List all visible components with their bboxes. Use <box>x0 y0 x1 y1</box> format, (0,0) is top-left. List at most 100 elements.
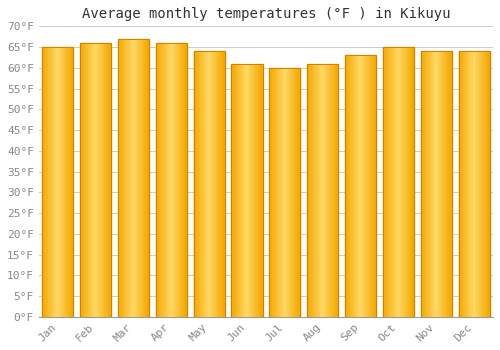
Bar <box>488 51 489 317</box>
Bar <box>437 51 438 317</box>
Bar <box>209 51 210 317</box>
Bar <box>180 43 182 317</box>
Bar <box>476 51 477 317</box>
Bar <box>474 51 475 317</box>
Bar <box>168 43 169 317</box>
Bar <box>436 51 437 317</box>
Bar <box>345 55 346 317</box>
Bar <box>84 43 86 317</box>
Bar <box>206 51 207 317</box>
Bar <box>258 64 260 317</box>
Bar <box>400 47 402 317</box>
Bar <box>196 51 198 317</box>
Bar <box>295 68 296 317</box>
Bar <box>462 51 464 317</box>
Bar <box>120 39 121 317</box>
Bar <box>107 43 108 317</box>
Bar <box>479 51 480 317</box>
Bar <box>62 47 63 317</box>
Bar <box>63 47 64 317</box>
Bar <box>275 68 276 317</box>
Bar <box>298 68 299 317</box>
Bar <box>468 51 469 317</box>
Bar <box>310 64 311 317</box>
Bar <box>130 39 131 317</box>
Bar <box>486 51 488 317</box>
Bar <box>208 51 209 317</box>
Bar <box>321 64 322 317</box>
Bar <box>92 43 94 317</box>
Bar <box>348 55 349 317</box>
Bar <box>109 43 110 317</box>
Bar <box>172 43 173 317</box>
Bar <box>96 43 97 317</box>
Bar <box>383 47 384 317</box>
Bar <box>122 39 124 317</box>
Bar <box>72 47 74 317</box>
Bar <box>296 68 298 317</box>
Bar <box>169 43 170 317</box>
Bar <box>100 43 101 317</box>
Bar <box>285 68 286 317</box>
Bar <box>288 68 290 317</box>
Bar <box>255 64 256 317</box>
Bar <box>470 51 471 317</box>
Bar <box>80 43 81 317</box>
Bar <box>132 39 134 317</box>
Bar <box>319 64 320 317</box>
Bar <box>294 68 295 317</box>
Bar <box>163 43 164 317</box>
Bar <box>445 51 446 317</box>
Bar <box>427 51 428 317</box>
Bar <box>252 64 253 317</box>
Bar <box>326 64 328 317</box>
Bar <box>276 68 277 317</box>
Bar <box>482 51 484 317</box>
Bar <box>354 55 355 317</box>
Bar <box>67 47 68 317</box>
Bar <box>331 64 332 317</box>
Bar <box>480 51 481 317</box>
Bar <box>129 39 130 317</box>
Bar <box>458 51 490 317</box>
Bar <box>88 43 90 317</box>
Bar <box>370 55 372 317</box>
Bar <box>451 51 452 317</box>
Bar <box>202 51 203 317</box>
Bar <box>121 39 122 317</box>
Bar <box>146 39 148 317</box>
Bar <box>440 51 441 317</box>
Bar <box>239 64 240 317</box>
Bar <box>270 68 271 317</box>
Bar <box>364 55 365 317</box>
Bar <box>86 43 87 317</box>
Bar <box>42 47 43 317</box>
Bar <box>108 43 109 317</box>
Bar <box>444 51 445 317</box>
Bar <box>359 55 360 317</box>
Bar <box>68 47 70 317</box>
Bar <box>372 55 373 317</box>
Bar <box>165 43 166 317</box>
Bar <box>210 51 212 317</box>
Bar <box>160 43 161 317</box>
Bar <box>356 55 358 317</box>
Bar <box>242 64 243 317</box>
Bar <box>299 68 300 317</box>
Bar <box>431 51 432 317</box>
Bar <box>450 51 451 317</box>
Bar <box>413 47 414 317</box>
Bar <box>403 47 404 317</box>
Bar <box>94 43 95 317</box>
Bar <box>83 43 84 317</box>
Bar <box>70 47 71 317</box>
Bar <box>277 68 278 317</box>
Bar <box>217 51 218 317</box>
Bar <box>332 64 333 317</box>
Bar <box>254 64 255 317</box>
Bar <box>383 47 414 317</box>
Bar <box>270 68 300 317</box>
Bar <box>232 64 262 317</box>
Bar <box>140 39 141 317</box>
Bar <box>44 47 46 317</box>
